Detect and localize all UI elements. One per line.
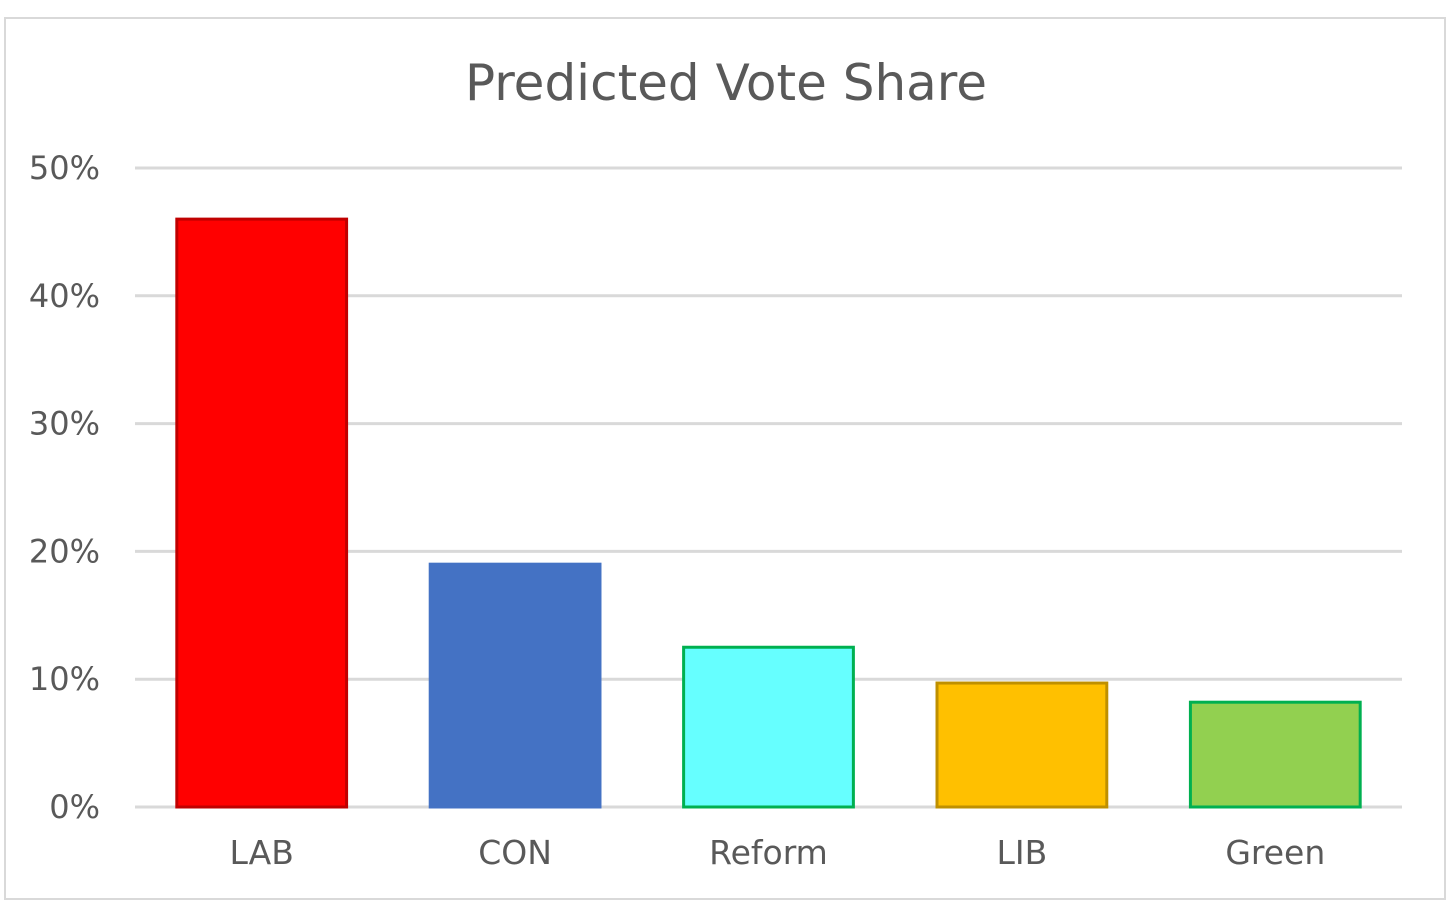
bar-lib (935, 681, 1109, 809)
x-category-label: LAB (230, 833, 294, 872)
x-axis-categories: LAB CON Reform LIB Green (230, 833, 1326, 872)
x-category-label: CON (478, 833, 552, 872)
y-tick-label: 10% (29, 660, 100, 698)
bar-green (1188, 700, 1362, 809)
y-tick-label: 0% (49, 788, 100, 826)
bar-con (428, 562, 602, 809)
bar-lab (175, 217, 349, 809)
y-tick-label: 40% (29, 277, 100, 315)
x-category-label: Reform (709, 833, 828, 872)
y-tick-label: 30% (29, 405, 100, 443)
y-tick-label: 20% (29, 532, 100, 570)
y-tick-label: 50% (29, 149, 100, 187)
y-axis-ticks: 0% 10% 20% 30% 40% 50% (29, 149, 100, 826)
x-category-label: Green (1225, 833, 1325, 872)
bars (175, 217, 1362, 809)
chart-title: Predicted Vote Share (465, 54, 987, 112)
bar-reform (682, 645, 855, 809)
x-category-label: LIB (997, 833, 1048, 872)
